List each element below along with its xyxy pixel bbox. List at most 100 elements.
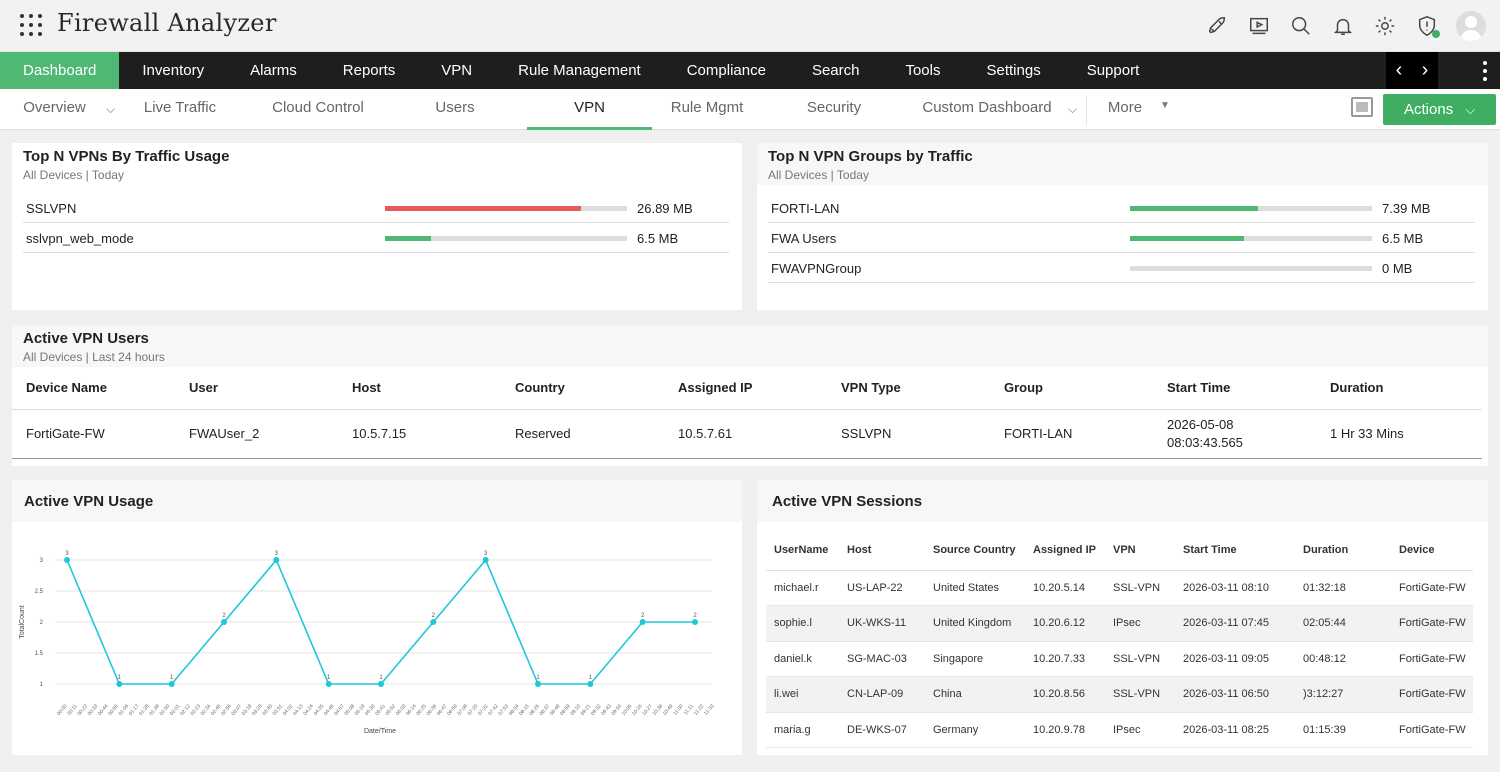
- nav-tools[interactable]: Tools: [905, 62, 941, 79]
- data-point: [535, 681, 541, 687]
- search-icon[interactable]: [1288, 13, 1314, 39]
- actions-button[interactable]: Actions ⌵: [1383, 94, 1496, 125]
- panel-title: Top N VPNs By Traffic Usage: [23, 148, 230, 165]
- x-tick-label: 02:34: [200, 703, 213, 717]
- table-row[interactable]: daniel.k SG-MAC-03 Singapore 10.20.7.33 SSL-…: [766, 641, 1473, 677]
- app-grid-icon[interactable]: [20, 14, 42, 36]
- nav-compliance[interactable]: Compliance: [686, 62, 766, 79]
- chevron-right-icon[interactable]: ›: [1421, 59, 1429, 81]
- tab-custom-dashboard[interactable]: Custom Dashboard: [922, 99, 1052, 116]
- gear-icon[interactable]: [1372, 13, 1398, 39]
- tab-live-traffic[interactable]: Live Traffic: [143, 99, 217, 116]
- x-tick-label: 11:22: [693, 703, 706, 716]
- column-header[interactable]: Start Time: [1175, 530, 1295, 571]
- list-item[interactable]: sslvpn_web_mode 6.5 MB: [23, 223, 729, 253]
- data-label: 1: [327, 675, 331, 681]
- column-header[interactable]: Device: [1391, 530, 1473, 571]
- x-tick-label: 01:06: [118, 703, 131, 717]
- nav-dashboard[interactable]: Dashboard: [0, 52, 120, 89]
- x-tick-label: 02:56: [220, 703, 233, 717]
- list-item[interactable]: FORTI-LAN 7.39 MB: [768, 193, 1475, 223]
- tab-vpn[interactable]: VPN: [527, 89, 652, 130]
- x-tick-label: 10:27: [641, 703, 654, 717]
- y-tick-label: 2: [40, 620, 44, 626]
- panel-subtitle: All Devices | Today: [23, 168, 124, 182]
- x-tick-label: 05:52: [385, 703, 398, 717]
- x-tick-label: 07:42: [487, 703, 500, 717]
- user-avatar-icon[interactable]: [1456, 11, 1486, 41]
- data-label: 2: [432, 613, 436, 619]
- column-header[interactable]: UserName: [766, 530, 839, 571]
- column-header[interactable]: User: [175, 367, 338, 410]
- chevron-down-icon[interactable]: ⌵: [1068, 102, 1078, 116]
- caret-down-icon[interactable]: ▼: [1160, 100, 1170, 111]
- shield-alert-icon[interactable]: [1414, 13, 1440, 39]
- x-tick-label: 10:05: [621, 703, 634, 717]
- list-item[interactable]: FWAVPNGroup 0 MB: [768, 253, 1475, 283]
- tab-security[interactable]: Security: [806, 99, 862, 116]
- list-item[interactable]: SSLVPN 26.89 MB: [23, 193, 729, 223]
- rocket-icon[interactable]: [1204, 13, 1230, 39]
- column-header[interactable]: Start Time: [1153, 367, 1316, 410]
- nav-settings[interactable]: Settings: [986, 62, 1041, 79]
- data-point: [692, 619, 698, 625]
- x-tick-label: 07:20: [467, 703, 480, 717]
- x-tick-label: 01:17: [128, 703, 141, 717]
- nav-reports[interactable]: Reports: [342, 62, 396, 79]
- panel-title: Active VPN Usage: [24, 493, 154, 510]
- x-tick-label: 03:40: [261, 703, 274, 717]
- nav-rule-management[interactable]: Rule Management: [518, 62, 641, 79]
- column-header[interactable]: Country: [501, 367, 664, 410]
- column-header[interactable]: Group: [990, 367, 1153, 410]
- bell-icon[interactable]: [1330, 13, 1356, 39]
- x-tick-label: 09:10: [569, 703, 582, 717]
- nav-support[interactable]: Support: [1086, 62, 1140, 79]
- data-label: 2: [641, 613, 645, 619]
- column-header[interactable]: Assigned IP: [664, 367, 827, 410]
- x-tick-label: 01:39: [148, 703, 161, 717]
- table-row[interactable]: maria.g DE-WKS-07 Germany 10.20.9.78 IPsec 20…: [766, 712, 1473, 748]
- table-row[interactable]: michael.r US-LAP-22 United States 10.20.5.1…: [766, 570, 1473, 606]
- tab-cloud-control[interactable]: Cloud Control: [272, 99, 364, 116]
- x-tick-label: 10:49: [662, 703, 675, 717]
- data-point: [430, 619, 437, 625]
- column-header[interactable]: Host: [839, 530, 925, 571]
- column-header[interactable]: VPN: [1105, 530, 1175, 571]
- nav-alarms[interactable]: Alarms: [250, 62, 297, 79]
- x-tick-label: 00:22: [76, 703, 89, 717]
- column-header[interactable]: Duration: [1295, 530, 1391, 571]
- tab-rule-mgmt[interactable]: Rule Mgmt: [670, 99, 744, 116]
- column-header[interactable]: Assigned IP: [1025, 530, 1105, 571]
- layout-icon[interactable]: [1351, 97, 1373, 117]
- nav-vpn[interactable]: VPN: [441, 62, 473, 79]
- x-tick-label: 04:02: [282, 703, 295, 717]
- chevron-left-icon[interactable]: ‹: [1395, 59, 1403, 81]
- video-icon[interactable]: [1246, 13, 1272, 39]
- list-item[interactable]: FWA Users 6.5 MB: [768, 223, 1475, 253]
- x-tick-label: 03:18: [241, 703, 254, 717]
- nav-search[interactable]: Search: [811, 62, 860, 79]
- x-tick-label: 08:26: [528, 703, 541, 717]
- x-tick-label: 08:48: [549, 703, 562, 717]
- column-header[interactable]: VPN Type: [827, 367, 990, 410]
- more-vertical-icon[interactable]: [1478, 58, 1492, 84]
- chevron-down-icon[interactable]: ⌵: [106, 102, 116, 116]
- x-tick-label: 01:50: [159, 703, 172, 717]
- top-groups-panel: Top N VPN Groups by Traffic All Devices |…: [757, 143, 1488, 310]
- x-tick-label: 04:35: [313, 703, 326, 717]
- tab-more[interactable]: More: [1107, 99, 1143, 116]
- table-row[interactable]: sophie.l UK-WKS-11 United Kingdom 10.20.6.1…: [766, 605, 1473, 642]
- usage-line-chart: 11.522.53TotalCount00:0000:1100:2200:330…: [19, 551, 716, 735]
- column-header[interactable]: Source Country: [925, 530, 1025, 571]
- tab-overview[interactable]: Overview: [23, 99, 86, 116]
- column-header[interactable]: Host: [338, 367, 501, 410]
- column-header[interactable]: Device Name: [12, 367, 175, 410]
- column-header[interactable]: Duration: [1316, 367, 1482, 410]
- nav-scroll-arrows: ‹ ›: [1386, 52, 1438, 89]
- x-tick-label: 00:00: [56, 703, 69, 717]
- table-row[interactable]: li.wei CN-LAP-09 China 10.20.8.56 SSL-VPN 202…: [766, 676, 1473, 713]
- tab-users[interactable]: Users: [435, 99, 475, 116]
- panel-subtitle: All Devices | Last 24 hours: [23, 350, 165, 364]
- table-row[interactable]: FortiGate-FW FWAUser_2 10.5.7.15 Reserve…: [12, 409, 1482, 459]
- nav-inventory[interactable]: Inventory: [142, 62, 205, 79]
